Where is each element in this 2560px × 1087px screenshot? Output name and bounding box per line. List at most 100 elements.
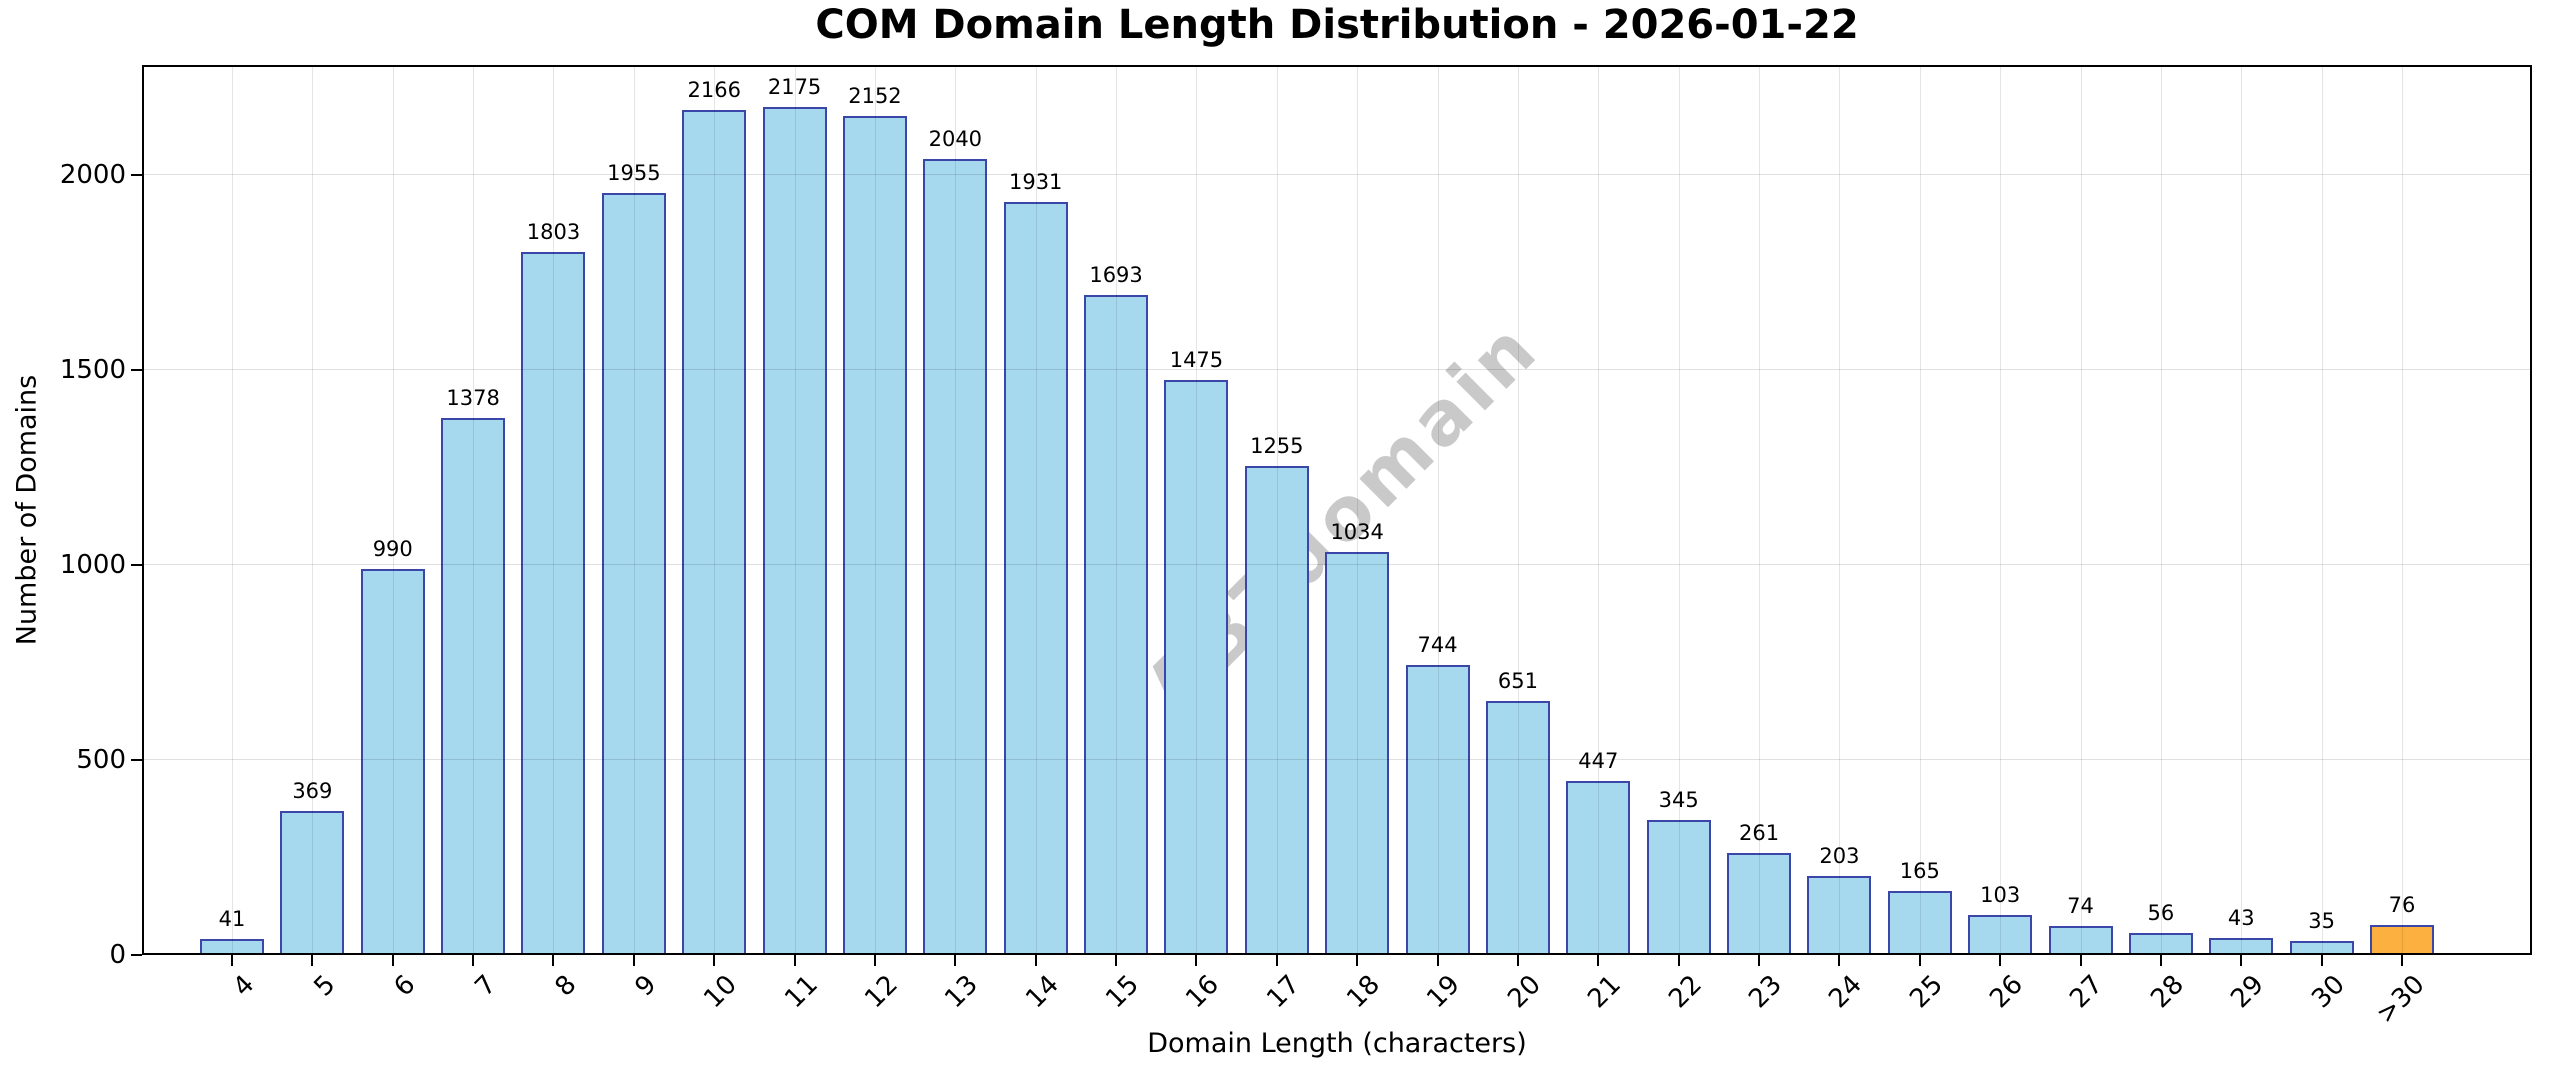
x-tick-mark [793,955,796,966]
gridline-horizontal [142,759,2532,760]
bar-value-label: 2040 [928,127,983,151]
y-tick-mark [131,369,142,371]
x-tick-mark [472,955,475,966]
gridline-vertical [874,65,876,955]
x-tick-mark [1838,955,1841,966]
x-tick-label: 28 [2145,969,2190,1015]
x-tick-mark [1677,955,1680,966]
x-tick-label: 17 [1261,969,1306,1015]
gridline-vertical [473,65,475,955]
x-tick-mark [954,955,957,966]
bar-12 [842,116,907,955]
bar-9 [601,193,666,955]
bar-19 [1405,665,1470,955]
x-tick-mark [632,955,635,966]
bar-value-label: 2175 [767,75,822,99]
x-tick-label: 21 [1582,969,1628,1015]
x-tick-mark [1034,955,1037,966]
bar-value-label: 1931 [1008,170,1063,194]
x-tick-mark [1597,955,1600,966]
bar-value-label: 1378 [446,386,500,410]
bar-17 [1244,466,1309,955]
x-tick-mark [391,955,394,966]
y-tick-label: 1000 [59,550,126,580]
bar-18 [1325,552,1390,955]
gridline-vertical [553,65,555,955]
x-tick-mark [1758,955,1761,966]
bar-23 [1727,853,1792,955]
gridline-vertical [1116,65,1118,955]
x-tick-label: 9 [629,969,663,1003]
x-tick-label: 8 [549,969,583,1003]
x-tick-label: 7 [469,969,502,1003]
bar-value-label: 1693 [1089,263,1143,287]
x-tick-mark [1115,955,1118,966]
x-tick-label: 20 [1502,969,1547,1015]
x-tick-label: 16 [1180,969,1226,1015]
x-tick-mark [552,955,555,966]
x-tick-mark [1195,955,1198,966]
bar-value-label: 76 [2388,893,2416,917]
x-tick-label: 6 [388,969,422,1003]
gridline-horizontal [142,564,2532,565]
bar-13 [923,159,988,955]
gridline-vertical [633,65,635,955]
x-tick-mark [1918,955,1921,966]
gridline-vertical [2000,65,2002,955]
bar-21 [1566,781,1631,955]
bar-value-label: 1955 [607,161,661,185]
bar-7 [441,418,506,955]
y-tick-label: 1500 [59,355,126,385]
x-tick-label: 25 [1903,969,1949,1015]
bar-value-label: 2166 [687,78,741,102]
gridline-vertical [2321,65,2323,955]
x-tick-label: 10 [698,969,744,1015]
y-tick-label: 500 [76,745,126,775]
bar-20 [1485,701,1550,955]
bar-8 [521,252,586,955]
y-axis-label: Number of Domains [11,374,43,646]
bar-24 [1807,876,1872,955]
bar-value-label: 1475 [1169,348,1224,372]
y-tick-mark [131,174,142,176]
bar-value-label: 1034 [1330,520,1384,544]
bar-11 [762,107,827,955]
x-tick-label: 13 [939,969,985,1015]
gridline-horizontal [142,369,2532,370]
bar-value-label: 2152 [848,84,902,108]
x-tick-label: 15 [1100,969,1145,1015]
bar-value-label: 103 [1980,883,2021,907]
bar->30 [2370,925,2434,955]
x-tick-label: 14 [1019,969,1065,1015]
bar-value-label: 744 [1417,633,1458,657]
x-tick-mark [1275,955,1278,966]
gridline-vertical [955,65,957,955]
plot-area: ABTdomain 41 369 990 1378 1803 1955 2166 2175 21… [142,65,2532,955]
x-tick-mark [1999,955,2002,966]
x-tick-label: 18 [1341,969,1386,1015]
x-tick-mark [873,955,876,966]
gridline-vertical [1517,65,1519,955]
bar-value-label: 345 [1658,788,1699,812]
x-tick-label: 26 [1984,969,2029,1015]
bar-16 [1164,380,1229,955]
gridline-vertical [1759,65,1761,955]
bar-value-label: 261 [1738,821,1780,845]
x-tick-label: >30 [2370,969,2431,1030]
y-tick-mark [131,564,142,566]
x-tick-mark [311,955,314,966]
y-tick-label: 0 [109,940,126,970]
x-tick-mark [231,955,233,966]
bar-value-label: 74 [2067,894,2094,918]
gridline-vertical [1839,65,1841,955]
gridline-vertical [1357,65,1359,955]
bar-value-label: 35 [2308,909,2335,933]
x-tick-label: 19 [1421,969,1467,1015]
y-tick-mark [131,954,142,956]
x-tick-label: 12 [859,969,904,1015]
gridline-vertical [2241,65,2243,955]
y-tick-mark [131,759,142,761]
gridline-vertical [1437,65,1439,955]
x-tick-label: 4 [227,969,261,1003]
